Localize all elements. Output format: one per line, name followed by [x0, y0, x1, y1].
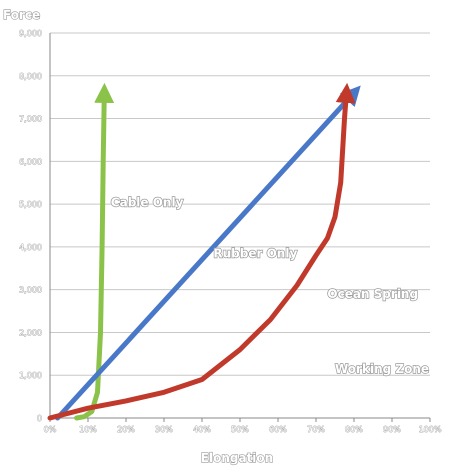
x-axis-title: Elongation	[201, 451, 273, 465]
x-tick-label: 0%	[44, 425, 57, 434]
series-rubber-only-line	[55, 85, 361, 421]
y-tick-label: 7,000	[19, 115, 42, 124]
x-tick-label: 30%	[155, 425, 173, 434]
y-tick-label: 3,000	[19, 286, 42, 295]
y-tick-label: 6,000	[19, 157, 42, 166]
x-tick-label: 20%	[117, 425, 135, 434]
annotation-working-zone: Working Zone	[335, 362, 429, 376]
annotations: Cable Only Rubber Only Ocean Spring Working…	[110, 195, 430, 377]
x-tick-label: 90%	[383, 425, 401, 434]
y-tick-label: 0	[37, 414, 42, 423]
y-tick-label: 4,000	[19, 243, 42, 252]
annotation-ocean-spring: Ocean Spring	[327, 287, 418, 301]
x-tick-label: 60%	[269, 425, 287, 434]
annotation-rubber-only: Rubber Only	[213, 247, 297, 261]
x-tick-label: 40%	[193, 425, 211, 434]
gridlines	[50, 32, 430, 376]
annotation-cable-only: Cable Only	[111, 195, 184, 209]
x-tick-label: 70%	[307, 425, 325, 434]
x-tick-labels: 0% 10% 20% 30% 40% 50% 60% 70% 80% 90% 100%	[43, 425, 442, 435]
y-tick-label: 8,000	[19, 72, 42, 81]
y-tick-label: 9,000	[19, 29, 42, 38]
y-axis-title: Force	[3, 8, 40, 22]
x-tick-label: 80%	[345, 425, 363, 434]
y-tick-label: 5,000	[19, 200, 42, 209]
series-cable-only-line	[74, 82, 115, 421]
series-ocean-spring-line	[47, 82, 356, 421]
y-tick-labels: 0 1,000 2,000 3,000 4,000 5,000 6,000 7,000 8,00…	[19, 29, 43, 424]
x-tick-label: 100%	[419, 425, 442, 434]
series-lines	[47, 82, 361, 421]
y-tick-label: 1,000	[19, 371, 42, 380]
x-tick-label: 50%	[231, 425, 249, 434]
x-tick-label: 10%	[79, 425, 97, 434]
y-tick-label: 2,000	[19, 328, 42, 337]
